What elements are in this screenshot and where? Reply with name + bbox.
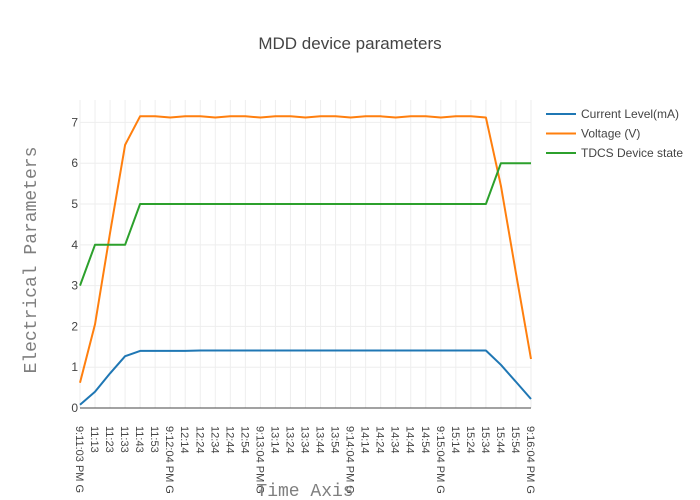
- x-tick-label: 13:54: [329, 426, 341, 454]
- x-tick-label: 15:44: [494, 426, 506, 454]
- y-tick-label: 2: [71, 319, 78, 333]
- x-tick-label: 12:54: [238, 426, 250, 454]
- grid-layer: [79, 100, 532, 409]
- legend[interactable]: Current Level(mA) Voltage (V) TDCS Device …: [546, 107, 683, 160]
- x-tick-labels: 9:11:03 PM G 11:13 11:23 11:33 11:43 11:53 9:1…: [73, 426, 536, 494]
- series-line: [79, 115, 532, 383]
- x-tick-label: 9:16:04 PM G: [524, 426, 536, 494]
- legend-label: Voltage (V): [581, 127, 640, 141]
- x-tick-label: 9:11:03 PM G: [73, 426, 85, 493]
- x-tick-label: 13:34: [299, 426, 311, 454]
- y-axis-title: Electrical Parameters: [22, 147, 42, 374]
- y-tick-label: 7: [71, 115, 78, 129]
- x-tick-label: 12:14: [178, 426, 190, 454]
- x-tick-label: 9:15:04 PM G: [434, 426, 446, 494]
- y-tick-labels: 0 1 2 3 4 5 6 7: [71, 115, 78, 415]
- x-tick-label: 12:34: [208, 426, 220, 454]
- series-line: [79, 162, 531, 286]
- x-tick-label: 13:24: [283, 426, 295, 454]
- legend-label: TDCS Device state: [581, 146, 683, 160]
- x-tick-label: 11:13: [88, 426, 100, 453]
- x-tick-label: 11:23: [103, 426, 115, 453]
- y-tick-label: 0: [71, 401, 78, 415]
- y-tick-label: 5: [71, 197, 78, 211]
- x-tick-label: 15:24: [464, 426, 476, 454]
- x-tick-label: 13:44: [314, 426, 326, 454]
- x-tick-label: 14:34: [389, 426, 401, 454]
- x-tick-label: 14:14: [359, 426, 371, 454]
- x-axis-title: Time Axis: [256, 482, 353, 500]
- legend-item[interactable]: Current Level(mA): [546, 107, 679, 121]
- x-tick-label: 14:24: [374, 426, 386, 454]
- series-line: [79, 349, 532, 406]
- y-tick-label: 4: [71, 238, 78, 252]
- x-tick-label: 9:13:04 PM G: [253, 426, 265, 494]
- x-tick-label: 11:33: [118, 426, 130, 453]
- x-tick-label: 11:43: [133, 426, 145, 453]
- x-tick-label: 14:54: [419, 426, 431, 454]
- x-tick-label: 14:44: [404, 426, 416, 454]
- series-layer: [79, 115, 532, 406]
- x-tick-label: 13:14: [268, 426, 280, 454]
- x-tick-label: 15:54: [509, 426, 521, 454]
- legend-item[interactable]: TDCS Device state: [546, 146, 683, 160]
- legend-item[interactable]: Voltage (V): [546, 127, 640, 141]
- y-tick-label: 6: [71, 156, 78, 170]
- y-tick-label: 3: [71, 279, 78, 293]
- x-tick-label: 15:34: [479, 426, 491, 454]
- x-tick-label: 11:53: [148, 426, 160, 453]
- x-tick-label: 9:12:04 PM G: [163, 426, 175, 494]
- x-tick-label: 12:24: [193, 426, 205, 454]
- chart-title: MDD device parameters: [258, 34, 441, 53]
- x-tick-label: 12:44: [223, 426, 235, 454]
- x-tick-label: 9:14:04 PM G: [344, 426, 356, 494]
- y-tick-label: 1: [71, 360, 78, 374]
- x-tick-label: 15:14: [449, 426, 461, 454]
- legend-label: Current Level(mA): [581, 107, 679, 121]
